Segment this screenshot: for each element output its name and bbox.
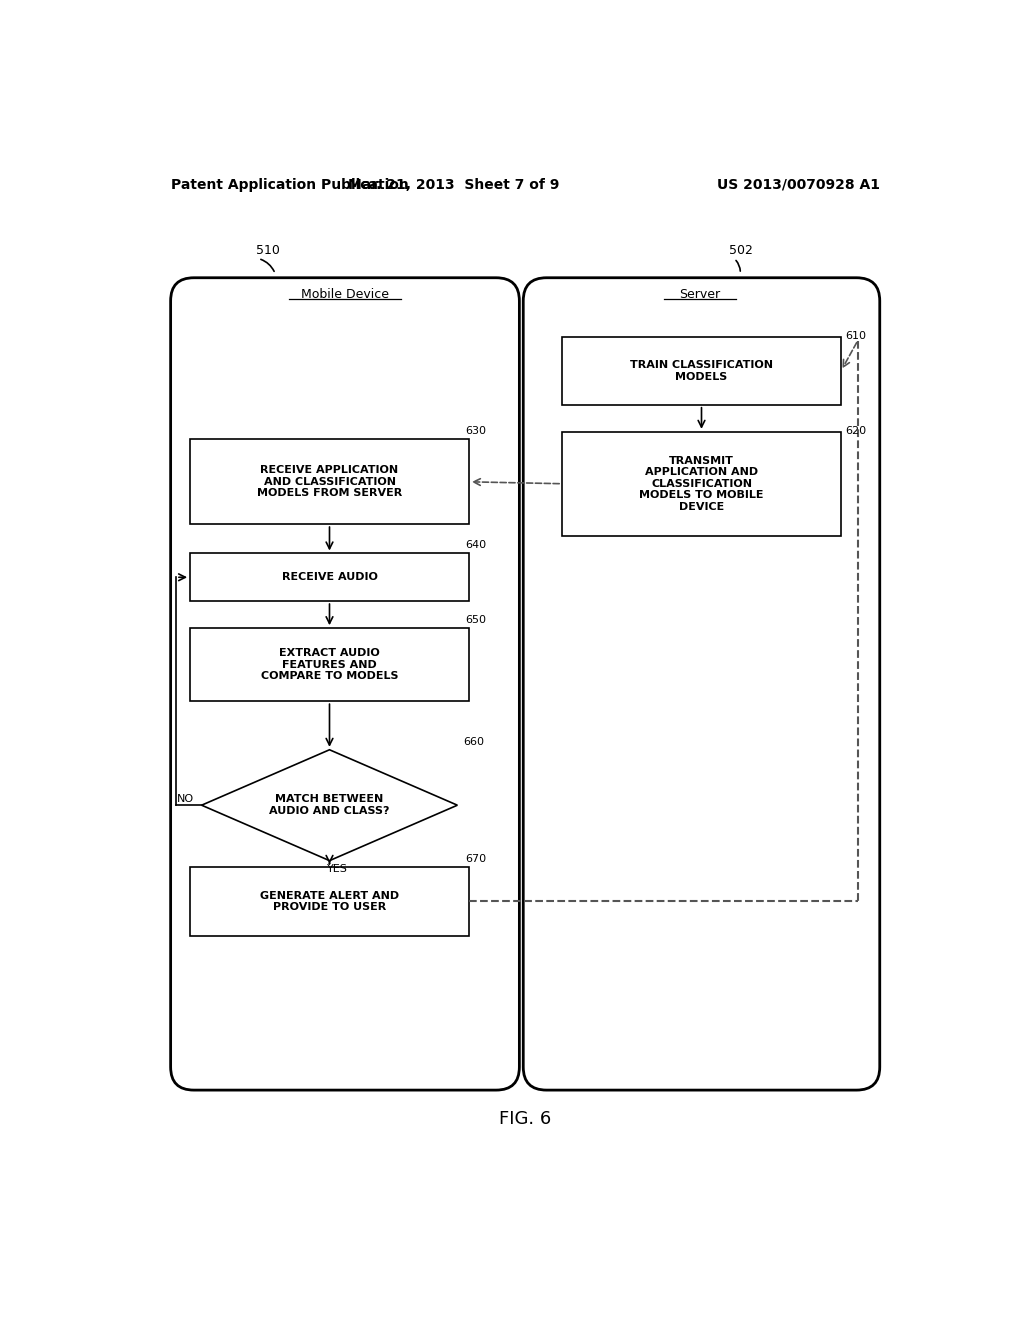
Text: TRAIN CLASSIFICATION
MODELS: TRAIN CLASSIFICATION MODELS [630, 360, 773, 381]
Text: RECEIVE APPLICATION
AND CLASSIFICATION
MODELS FROM SERVER: RECEIVE APPLICATION AND CLASSIFICATION M… [257, 465, 402, 499]
FancyBboxPatch shape [190, 628, 469, 701]
Text: NO: NO [177, 795, 194, 804]
Text: RECEIVE AUDIO: RECEIVE AUDIO [282, 573, 378, 582]
FancyBboxPatch shape [190, 553, 469, 601]
FancyBboxPatch shape [562, 337, 841, 405]
Text: GENERATE ALERT AND
PROVIDE TO USER: GENERATE ALERT AND PROVIDE TO USER [260, 891, 399, 912]
Text: FIG. 6: FIG. 6 [499, 1110, 551, 1129]
FancyBboxPatch shape [171, 277, 519, 1090]
Text: Patent Application Publication: Patent Application Publication [171, 178, 409, 191]
Text: 630: 630 [465, 426, 486, 437]
Text: MATCH BETWEEN
AUDIO AND CLASS?: MATCH BETWEEN AUDIO AND CLASS? [269, 795, 390, 816]
Text: EXTRACT AUDIO
FEATURES AND
COMPARE TO MODELS: EXTRACT AUDIO FEATURES AND COMPARE TO MO… [261, 648, 398, 681]
Text: 502: 502 [729, 244, 753, 257]
Text: 670: 670 [465, 854, 486, 863]
Text: US 2013/0070928 A1: US 2013/0070928 A1 [717, 178, 880, 191]
Text: Mar. 21, 2013  Sheet 7 of 9: Mar. 21, 2013 Sheet 7 of 9 [348, 178, 559, 191]
Text: 510: 510 [256, 244, 280, 257]
FancyBboxPatch shape [562, 432, 841, 536]
Text: 660: 660 [464, 737, 484, 747]
Text: Server: Server [679, 288, 721, 301]
FancyBboxPatch shape [523, 277, 880, 1090]
Text: 620: 620 [845, 425, 866, 436]
FancyBboxPatch shape [190, 867, 469, 936]
Text: 610: 610 [845, 331, 866, 341]
Text: 640: 640 [465, 540, 486, 550]
FancyBboxPatch shape [190, 440, 469, 524]
Text: 650: 650 [465, 615, 486, 626]
Text: Mobile Device: Mobile Device [301, 288, 389, 301]
Text: YES: YES [327, 865, 348, 874]
Text: TRANSMIT
APPLICATION AND
CLASSIFICATION
MODELS TO MOBILE
DEVICE: TRANSMIT APPLICATION AND CLASSIFICATION … [639, 455, 764, 512]
Polygon shape [202, 750, 458, 861]
